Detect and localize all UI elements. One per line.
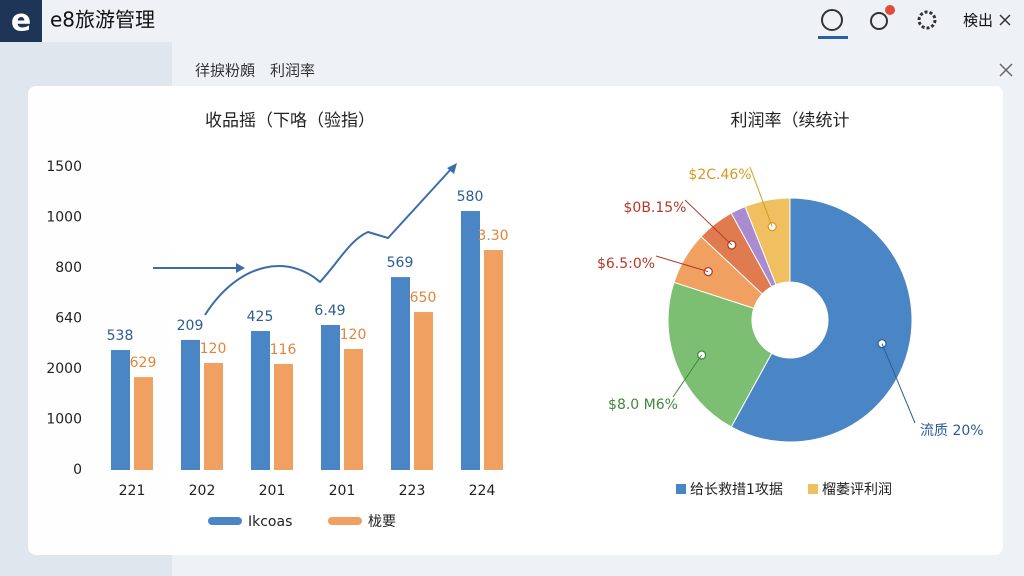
- data-label: 116: [270, 342, 297, 358]
- x-tick-label: 201: [329, 483, 356, 499]
- legend-label: 给长救措1攻据: [690, 482, 783, 498]
- logout-icon[interactable]: [999, 14, 1011, 26]
- legend-swatch: [208, 517, 242, 525]
- callout-line: [655, 255, 709, 273]
- bar: [251, 331, 270, 470]
- y-tick-label: 640: [55, 311, 82, 327]
- y-tick-label: 1000: [46, 412, 82, 428]
- x-tick-label: 224: [469, 483, 496, 499]
- data-label: 569: [387, 255, 414, 271]
- bar: [134, 377, 153, 470]
- slice-label: $6.5:0%: [597, 256, 655, 272]
- bar: [484, 250, 503, 470]
- slice-label: 流质 20%: [920, 423, 984, 439]
- badge: [885, 5, 895, 15]
- slice-label: $8.0 M6%: [608, 397, 678, 413]
- bar: [321, 324, 340, 470]
- callout-line: [684, 199, 733, 246]
- x-tick-label: 223: [399, 483, 426, 499]
- pie-chart-title: 利润率（续统计: [731, 111, 850, 131]
- dashboard-icon[interactable]: [821, 9, 843, 31]
- x-tick-label: 221: [119, 483, 146, 499]
- legend-label: 栊要: [368, 514, 396, 530]
- y-tick-label: 1500: [46, 159, 82, 175]
- callout-line: [881, 343, 916, 424]
- data-label: 580: [457, 189, 484, 205]
- data-label: 120: [340, 327, 367, 343]
- logout[interactable]: 検出: [963, 12, 993, 30]
- y-tick-label: 1000: [46, 210, 82, 226]
- data-label: 6.49: [314, 303, 345, 319]
- trend-arrow: [204, 167, 453, 316]
- bar: [204, 362, 223, 470]
- bell-icon[interactable]: [870, 12, 888, 30]
- slice-label: $2C.46%: [688, 167, 751, 183]
- app-title: e8旅游管理: [50, 8, 155, 32]
- bar: [274, 363, 293, 470]
- legend-swatch: [676, 484, 686, 494]
- logo-box: [0, 0, 42, 42]
- data-label: 209: [177, 318, 204, 334]
- x-tick-label: 202: [189, 483, 216, 499]
- pie-slice: [744, 197, 791, 286]
- arrow-head: [447, 163, 457, 174]
- arrow-head: [236, 263, 245, 273]
- data-label: 629: [130, 355, 157, 371]
- callout-line: [672, 354, 703, 398]
- logo: e: [11, 4, 31, 39]
- y-tick-label: 800: [55, 260, 82, 276]
- close-button[interactable]: [999, 63, 1013, 77]
- tab-title[interactable]: 徉捩粉頗 利润率: [195, 62, 315, 80]
- bar: [181, 339, 200, 470]
- legend-label: 榴萎评利润: [822, 482, 892, 498]
- pie-slice: [667, 281, 773, 428]
- header-bar: [0, 0, 1024, 42]
- active-indicator: [818, 36, 848, 39]
- y-tick-label: 0: [73, 462, 82, 478]
- data-label: 538: [107, 328, 134, 344]
- bar: [344, 349, 363, 470]
- bar: [391, 277, 410, 470]
- legend-swatch: [808, 484, 818, 494]
- settings-icon[interactable]: [917, 10, 937, 30]
- bar: [111, 350, 130, 470]
- legend-swatch: [328, 517, 362, 525]
- y-tick-label: 2000: [46, 361, 82, 377]
- x-tick-label: 201: [259, 483, 286, 499]
- callout-line: [749, 166, 773, 227]
- bar: [414, 312, 433, 470]
- legend-label: Ikcoas: [248, 514, 292, 530]
- pie-slice: [730, 197, 913, 443]
- slice-label: $0B.15%: [624, 200, 687, 216]
- data-label: 425: [247, 309, 274, 325]
- data-label: 650: [410, 290, 437, 306]
- data-label: 3.30: [477, 228, 508, 244]
- bar-chart-title: 收品摇（下咯（验指）: [205, 111, 375, 131]
- data-label: 120: [200, 341, 227, 357]
- bar: [461, 211, 480, 470]
